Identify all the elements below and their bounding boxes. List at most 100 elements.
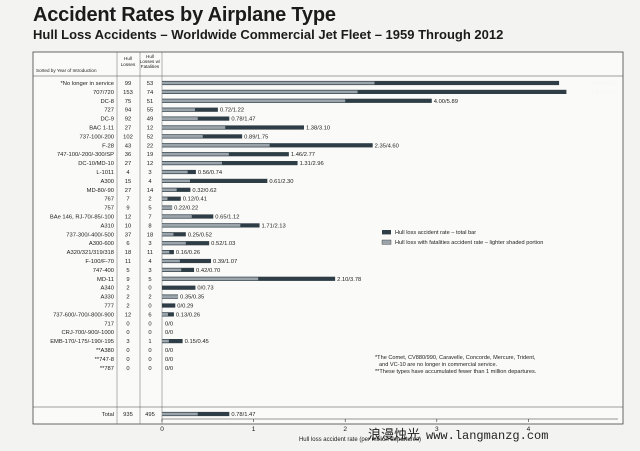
chart-row: DC-10/MD-10 27 12 1.31/2.96: [78, 161, 324, 167]
row-fatal-losses: 2: [148, 295, 151, 301]
row-label: Total: [102, 412, 114, 418]
bar-fatal-rate: [162, 206, 173, 209]
chart-row: **A380 0 0 0/0: [96, 348, 173, 354]
row-hull-losses: 6: [126, 241, 129, 247]
row-hull-losses: 2: [126, 295, 129, 301]
bar-total-rate: [162, 161, 298, 166]
bar-fatal-rate: [162, 277, 259, 281]
chart-row: 747-100/-200/-300/SP 36 19 1.46/2.77: [57, 152, 315, 158]
row-fatal-losses: 495: [145, 412, 155, 418]
row-fatal-losses: 55: [147, 108, 153, 114]
row-label: DC-10/MD-10: [78, 161, 114, 167]
fatal-losses-header: Losses w/: [140, 59, 161, 64]
row-fatal-losses: 22: [147, 143, 153, 149]
chart-subtitle: Hull Loss Accidents – Worldwide Commerci…: [33, 27, 504, 42]
row-label: BAC 1-11: [89, 126, 114, 132]
data-label: 0.15/0.45: [185, 339, 209, 345]
row-fatal-losses: 49: [147, 117, 153, 123]
row-fatal-losses: 0: [148, 330, 151, 336]
chart-row: A300-600 6 3 0.52/1.03: [89, 241, 235, 247]
data-label: 1.38/3.10: [306, 126, 330, 132]
bar-fatal-rate: [162, 268, 182, 272]
bar-total-rate: [162, 258, 212, 264]
bar-fatal-rate: [162, 224, 241, 227]
fatal-losses-header: Hull: [146, 54, 154, 59]
row-label: EMB-170/-175/-190/-195: [50, 339, 114, 345]
row-fatal-losses: 3: [148, 268, 151, 274]
bar-fatal-rate: [162, 135, 203, 138]
data-label: 0.39/1.07: [213, 259, 237, 265]
row-fatal-losses: 6: [148, 312, 151, 318]
bar-fatal-rate: [162, 295, 179, 298]
bar-fatal-rate: [162, 90, 358, 94]
chart-row: DC-9 92 49 0.78/1.47: [100, 116, 256, 123]
row-hull-losses: 18: [125, 250, 131, 256]
bar-total-rate: [162, 89, 567, 94]
watermark-url: www.langmanzg.com: [426, 429, 549, 443]
chart-row: 737-300/-400/-500 37 18 0.25/0.52: [66, 232, 212, 238]
row-label: 757: [104, 206, 114, 212]
row-hull-losses: 3: [126, 339, 129, 345]
row-label: *No longer in service: [61, 81, 115, 87]
row-label: 767: [104, 197, 114, 203]
row-label: **747-8: [95, 357, 114, 363]
row-hull-losses: 9: [126, 206, 129, 212]
row-hull-losses: 4: [126, 170, 130, 176]
data-label: 0.35/0.35: [180, 295, 204, 301]
data-label: 0/0: [165, 357, 173, 363]
bar-fatal-rate: [162, 215, 192, 218]
row-fatal-losses: 4: [148, 259, 152, 265]
bar-fatal-rate: [162, 108, 195, 112]
bar-fatal-rate: [162, 179, 190, 183]
bar-fatal-rate: [162, 412, 198, 416]
row-label: BAe 146, RJ-70/-85/-100: [50, 215, 114, 221]
row-hull-losses: 0: [126, 366, 129, 372]
row-label: **A380: [96, 348, 114, 354]
bar-fatal-rate: [162, 339, 169, 343]
bar-fatal-rate: [162, 99, 346, 103]
row-label: 747-400: [93, 268, 114, 274]
data-label: 0.61/2.30: [269, 179, 293, 185]
row-fatal-losses: 3: [148, 241, 151, 247]
row-label: A310: [100, 223, 114, 229]
row-hull-losses: 12: [125, 215, 131, 221]
data-label: 0.25/0.52: [188, 232, 212, 238]
row-fatal-losses: 0: [148, 348, 151, 354]
watermark: 浪漫烛光 www.langmanzg.com: [368, 424, 548, 443]
data-label: 0.65/1.12: [215, 215, 239, 221]
data-label: 0.12/0.41: [183, 197, 207, 203]
row-hull-losses: 99: [125, 81, 131, 87]
row-hull-losses: 94: [125, 108, 132, 114]
bar-total-rate: [162, 285, 196, 290]
row-fatal-losses: 19: [147, 152, 153, 158]
bar-fatal-rate: [162, 152, 229, 156]
chart-row: 747-400 5 3 0.42/0.70: [93, 267, 220, 274]
row-label: 737-300/-400/-500: [66, 232, 114, 238]
sort-note: Sorted by Year of Introduction: [36, 68, 97, 73]
bar-fatal-rate: [162, 313, 168, 316]
data-label: 0/0.73: [197, 286, 213, 292]
bar-total-rate: [162, 312, 174, 317]
chart-row: 777 2 0 0/0.29: [104, 303, 193, 310]
row-label: L-1011: [96, 170, 114, 176]
row-fatal-losses: 74: [147, 90, 154, 96]
bar-fatal-rate: [162, 197, 168, 201]
bar-fatal-rate: [162, 250, 170, 254]
data-label: 0.78/1.47: [231, 412, 255, 418]
row-label: DC-9: [100, 117, 114, 123]
row-hull-losses: 2: [126, 286, 129, 292]
data-label: 0.13/0.26: [176, 312, 200, 318]
legend-label-fatal: Hull loss with fatalities accident rate …: [395, 240, 543, 246]
row-fatal-losses: 12: [147, 126, 153, 132]
data-label: 1.71/2.13: [262, 223, 286, 229]
hull-losses-header: Losses: [121, 62, 136, 67]
row-hull-losses: 12: [125, 312, 131, 318]
bar-fatal-rate: [162, 259, 180, 263]
bar-fatal-rate: [162, 126, 226, 129]
chart-row: 737-600/-700/-800/-900 12 6 0.13/0.26: [53, 312, 200, 318]
row-label: A320/321/319/318: [67, 250, 114, 256]
hull-losses-header: Hull: [124, 56, 132, 61]
row-label: A300: [100, 179, 114, 185]
row-label: 747-100/-200/-300/SP: [57, 152, 114, 158]
row-fatal-losses: 14: [147, 188, 154, 194]
